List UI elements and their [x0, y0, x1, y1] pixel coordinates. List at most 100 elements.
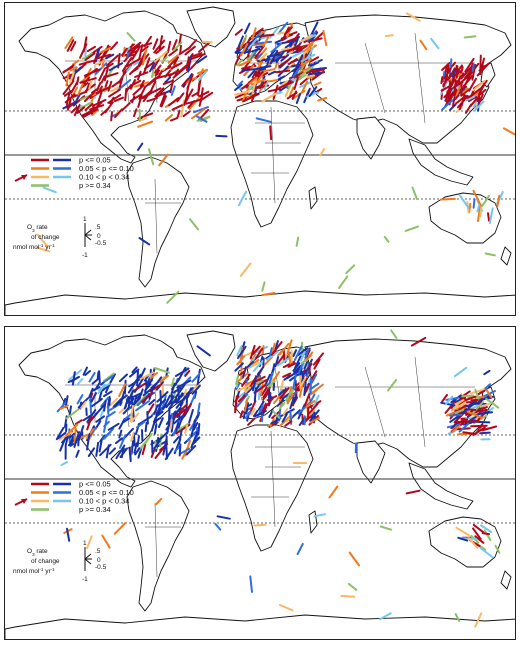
trend-arrow — [284, 39, 298, 49]
trend-arrow — [82, 413, 93, 422]
trend-arrow — [255, 65, 272, 71]
trend-arrow — [78, 59, 96, 66]
trend-arrow — [97, 91, 103, 104]
trend-arrow — [131, 47, 140, 61]
trend-arrow — [153, 439, 161, 450]
trend-arrow — [71, 59, 80, 66]
trend-arrow — [136, 421, 145, 429]
scale-ray — [84, 558, 92, 565]
trend-arrow — [186, 387, 194, 395]
trend-arrow — [196, 115, 211, 122]
trend-arrow — [467, 537, 479, 549]
trend-arrow — [257, 383, 261, 401]
landmass-madagascar — [308, 510, 318, 534]
trend-arrow — [496, 194, 501, 208]
trend-arrow — [131, 43, 141, 53]
trend-arrow — [86, 45, 96, 53]
trend-arrow — [455, 526, 470, 537]
trend-arrow — [307, 46, 315, 58]
legend-label: 0.05 < p <= 0.10 — [79, 488, 134, 497]
trend-arrow — [289, 396, 295, 410]
trend-arrow — [91, 98, 107, 107]
trend-arrow — [295, 93, 302, 104]
trend-arrow — [309, 416, 321, 424]
trend-arrow — [272, 84, 279, 100]
trend-arrow — [94, 382, 101, 391]
trend-arrow — [478, 93, 484, 105]
trend-arrow — [63, 90, 73, 97]
trend-arrow — [137, 51, 147, 68]
trend-arrow — [237, 345, 247, 359]
trend-arrow — [309, 382, 320, 391]
trend-arrow — [445, 90, 449, 103]
trend-arrow — [86, 433, 91, 451]
trend-arrow — [83, 90, 96, 103]
trend-arrow — [462, 75, 474, 88]
trend-arrow — [69, 71, 75, 84]
trend-arrow — [503, 127, 515, 136]
trend-arrow — [234, 362, 244, 372]
trend-arrow — [162, 80, 173, 86]
trend-arrow — [141, 392, 154, 403]
country-border — [274, 42, 282, 84]
trend-arrow — [476, 203, 481, 213]
trend-arrow — [483, 369, 491, 376]
trend-arrow — [82, 108, 99, 118]
trend-arrow — [296, 74, 307, 81]
trend-arrow — [170, 85, 176, 96]
trend-arrow — [192, 422, 199, 431]
trend-arrow — [98, 68, 106, 82]
trend-arrow — [97, 383, 106, 395]
trend-arrow — [84, 102, 94, 111]
trend-arrow — [261, 345, 265, 355]
trend-arrow — [190, 53, 206, 60]
trend-arrow — [168, 71, 177, 77]
trend-arrow — [292, 349, 298, 357]
trend-arrow — [128, 446, 132, 463]
trend-arrow — [390, 329, 398, 339]
trend-arrow — [79, 77, 97, 84]
trend-arrow — [241, 87, 250, 103]
trend-arrow — [127, 41, 142, 53]
trend-arrow — [125, 65, 132, 73]
trend-arrow — [171, 104, 183, 111]
trend-arrow — [411, 186, 418, 201]
trend-arrow — [168, 397, 178, 410]
trend-arrow — [250, 78, 267, 86]
trend-arrow — [138, 237, 151, 246]
trend-arrow — [307, 72, 322, 76]
trend-arrow — [198, 69, 209, 81]
trend-arrow — [178, 443, 182, 457]
legend: p <= 0.050.05 < p <= 0.100.10 < p < 0.34… — [14, 156, 134, 190]
trend-arrow — [176, 379, 192, 389]
trend-arrow — [133, 442, 138, 454]
scale-tick-label: 0 — [97, 233, 101, 240]
trend-arrow — [152, 417, 162, 423]
trend-arrow — [110, 111, 113, 122]
trend-arrow — [75, 449, 80, 458]
trend-arrow — [96, 371, 100, 380]
trend-arrow — [70, 106, 78, 114]
scale-tick-label: -1 — [82, 252, 88, 259]
trend-arrow — [306, 362, 310, 379]
trend-arrow — [179, 44, 182, 54]
trend-arrow — [62, 64, 75, 74]
trend-arrow — [257, 400, 265, 411]
trend-arrow — [177, 385, 180, 401]
trend-arrow — [274, 355, 280, 368]
trend-arrow — [267, 380, 276, 388]
country-border — [364, 366, 386, 438]
trend-arrow — [470, 424, 488, 428]
landmass-south-america — [126, 156, 190, 288]
landmass-africa — [230, 424, 314, 552]
trend-arrow — [167, 40, 172, 53]
trend-arrow — [287, 347, 292, 365]
trend-arrow — [164, 76, 172, 84]
trend-arrow — [303, 43, 314, 53]
trend-arrow — [241, 68, 256, 72]
trend-arrow — [345, 264, 356, 274]
trend-arrow — [138, 86, 146, 100]
trend-arrow — [176, 109, 181, 119]
scale-title-line2: of change — [31, 234, 60, 241]
trend-arrow — [277, 75, 286, 81]
